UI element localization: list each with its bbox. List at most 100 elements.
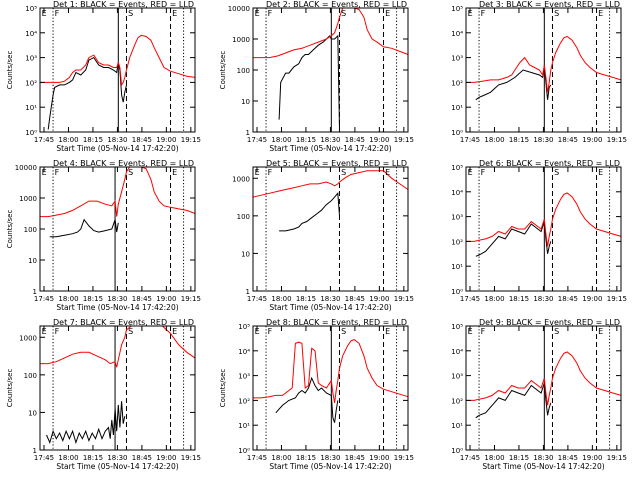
x-tick-label: 18:30 [320, 454, 340, 462]
marker-label: E [598, 327, 603, 336]
x-tick-label: 18:30 [533, 136, 553, 144]
marker-label: E [598, 9, 603, 18]
x-tick-label: 19:15 [181, 136, 201, 144]
x-tick-label: 17:45 [34, 454, 54, 462]
plot-frame [252, 7, 409, 133]
x-axis-label: Start Time (05-Nov-14 17:42:20) [269, 144, 391, 153]
panel-title: Det 6: BLACK = Events, RED = LLD [479, 159, 620, 168]
marker-label: S [128, 168, 133, 177]
y-axis-label: Counts/sec [6, 210, 14, 249]
plot-frame [252, 325, 409, 451]
x-tick-label: 19:00 [156, 454, 176, 462]
x-tick-label: 19:15 [607, 136, 627, 144]
x-axis-label: Start Time (05-Nov-14 17:42:20) [56, 144, 178, 153]
y-tick-label: 1000 [232, 175, 250, 183]
marker-label: F [481, 168, 486, 177]
x-tick-label: 17:45 [460, 295, 480, 303]
x-tick-label: 18:45 [132, 454, 152, 462]
marker-label: F [268, 327, 273, 336]
marker-label: E [172, 9, 177, 18]
x-axis-label: Start Time (05-Nov-14 17:42:20) [482, 462, 604, 471]
y-tick-label: 10000 [15, 164, 37, 172]
y-tick-label: 10³ [238, 373, 250, 381]
y-axis-label: Counts/sec [6, 369, 14, 408]
x-tick-label: 17:45 [34, 136, 54, 144]
marker-label: S [128, 9, 133, 18]
x-tick-label: 17:45 [34, 295, 54, 303]
x-tick-label: 18:15 [83, 295, 103, 303]
y-tick-label: 10⁴ [25, 30, 37, 38]
x-axis-label: Start Time (05-Nov-14 17:42:20) [269, 462, 391, 471]
x-tick-label: 18:00 [58, 136, 78, 144]
series-events-line [49, 218, 119, 238]
y-tick-label: 10¹ [25, 104, 37, 112]
y-axis-label: Counts/sec [219, 369, 227, 408]
series-lld-line [253, 339, 409, 403]
y-tick-label: 10¹ [451, 104, 463, 112]
panel-det-8: 10⁰ 10¹ 10² 10³ 10⁴ 10⁵ 17:45 18:00 18:15 18:30 18… [219, 318, 414, 471]
y-tick-label: 10² [451, 79, 463, 87]
x-tick-label: 18:45 [345, 136, 365, 144]
y-tick-label: 10⁵ [451, 164, 463, 172]
panel-title: Det 2: BLACK = Events, RED = LLD [266, 0, 407, 9]
panel-det-7: 1 10 100 1000 17:45 18:00 18:15 18:30 18:45 19:00… [6, 318, 201, 471]
y-tick-label: 10⁰ [238, 447, 250, 455]
x-tick-label: 19:15 [607, 295, 627, 303]
plot-frame [252, 166, 409, 292]
y-tick-label: 10⁵ [451, 5, 463, 13]
y-tick-label: 100 [237, 213, 250, 221]
y-tick-label: 10 [28, 409, 37, 417]
series-events-line [279, 192, 340, 232]
x-tick-label: 19:15 [394, 136, 414, 144]
x-tick-label: 19:00 [156, 136, 176, 144]
y-tick-label: 1 [33, 288, 37, 296]
y-tick-label: 1 [246, 288, 250, 296]
marker-label: F [481, 9, 486, 18]
y-tick-label: 10⁵ [238, 323, 250, 331]
x-tick-label: 18:00 [271, 454, 291, 462]
marker-label: E [42, 327, 47, 336]
panel-title: Det 4: BLACK = Events, RED = LLD [53, 159, 194, 168]
marker-label: F [481, 327, 486, 336]
series-events-line [475, 67, 552, 101]
x-tick-label: 18:30 [533, 454, 553, 462]
y-tick-label: 10³ [25, 55, 37, 63]
x-tick-label: 17:45 [247, 136, 267, 144]
x-tick-label: 19:00 [582, 454, 602, 462]
y-tick-label: 1000 [19, 334, 37, 342]
x-tick-label: 19:15 [607, 454, 627, 462]
y-tick-label: 10 [241, 98, 250, 106]
x-tick-label: 18:15 [296, 454, 316, 462]
y-tick-label: 10000 [228, 5, 250, 13]
x-tick-label: 18:00 [58, 295, 78, 303]
x-axis-label: Start Time (05-Nov-14 17:42:20) [56, 462, 178, 471]
marker-label: E [255, 9, 260, 18]
x-tick-label: 18:45 [345, 454, 365, 462]
marker-label: E [42, 9, 47, 18]
series-lld-line [252, 170, 409, 198]
panel-title: Det 8: BLACK = Events, RED = LLD [266, 318, 407, 327]
marker-label: E [385, 327, 390, 336]
y-tick-label: 100 [24, 372, 37, 380]
x-tick-label: 19:00 [369, 295, 389, 303]
series-lld-line [466, 35, 622, 93]
marker-label: F [268, 9, 273, 18]
y-tick-label: 1 [33, 447, 37, 455]
x-tick-label: 18:15 [296, 295, 316, 303]
panel-det-6: 10⁰ 10¹ 10² 10³ 10⁴ 10⁵ 17:45 18:00 18:15 18:30 18… [451, 159, 627, 303]
series-events-line [47, 56, 127, 130]
marker-label: E [468, 9, 473, 18]
marker-label: E [172, 327, 177, 336]
x-tick-label: 17:45 [460, 454, 480, 462]
x-tick-label: 18:00 [271, 295, 291, 303]
marker-label: S [341, 9, 346, 18]
x-tick-label: 19:00 [582, 295, 602, 303]
x-tick-label: 19:00 [369, 454, 389, 462]
y-tick-label: 10³ [451, 214, 463, 222]
marker-label: E [385, 168, 390, 177]
x-tick-label: 18:15 [509, 295, 529, 303]
marker-label: E [598, 168, 603, 177]
series-lld-line [40, 166, 196, 218]
y-tick-label: 10 [241, 250, 250, 258]
marker-label: E [255, 168, 260, 177]
